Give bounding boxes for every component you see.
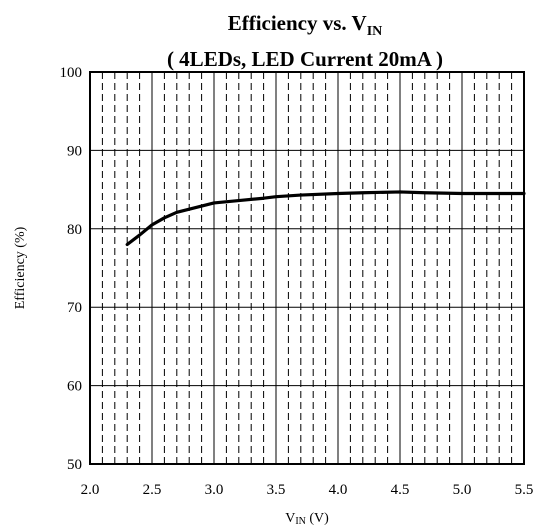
chart-title-subscript: IN (367, 24, 383, 39)
x-axis-label-suffix: (V) (306, 511, 329, 526)
y-tick-label: 70 (67, 300, 82, 316)
y-axis-label: Efficiency (%) (13, 226, 28, 309)
x-tick-label: 2.5 (143, 482, 162, 498)
x-axis-label-subscript: IN (295, 516, 306, 527)
y-tick-label: 100 (60, 65, 83, 81)
x-tick-label: 4.5 (391, 482, 410, 498)
y-tick-label: 50 (67, 457, 82, 473)
x-axis-label-main: V (285, 511, 295, 526)
y-tick-label: 90 (67, 143, 82, 159)
chart-subtitle: ( 4LEDs, LED Current 20mA ) (167, 47, 443, 71)
x-axis-label: VIN (V) (285, 511, 329, 527)
grid (90, 72, 524, 464)
x-tick-label: 2.0 (81, 482, 100, 498)
series-line (125, 190, 526, 247)
tick-labels: 2.0 2.5 3.0 3.5 4.0 4.5 5.0 5.5 50 60 70 80 90 100 (60, 65, 534, 498)
x-tick-label: 5.5 (515, 482, 534, 498)
chart-title: Efficiency vs. VIN (228, 11, 383, 39)
y-tick-label: 60 (67, 379, 82, 395)
x-tick-label: 3.5 (267, 482, 286, 498)
y-tick-label: 80 (67, 222, 82, 238)
x-tick-label: 3.0 (205, 482, 224, 498)
x-tick-label: 5.0 (453, 482, 472, 498)
chart-title-main: Efficiency vs. V (228, 11, 367, 35)
x-tick-label: 4.0 (329, 482, 348, 498)
plot-area (89, 71, 525, 465)
